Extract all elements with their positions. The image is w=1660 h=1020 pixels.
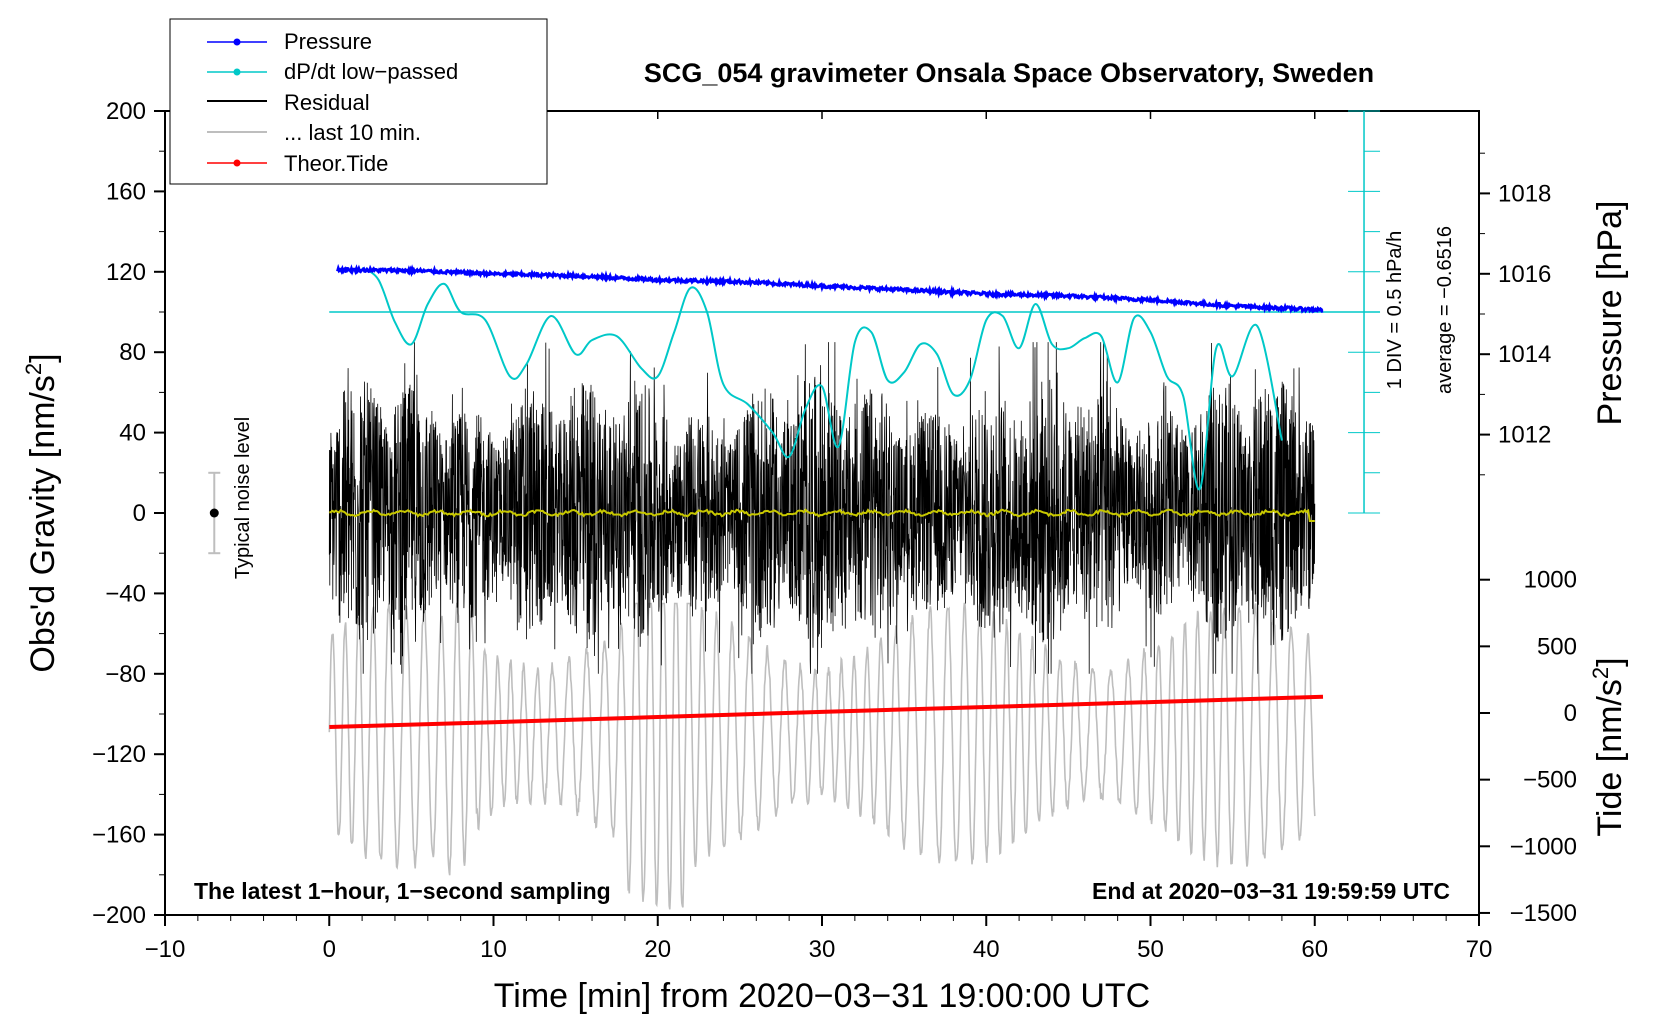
theoretical-tide-line [329,694,1324,729]
y-tick-label: 0 [133,500,146,527]
dpdt-average-text: average = −0.6516 [1434,226,1456,394]
tide-tick-label: 500 [1537,633,1577,660]
x-tick-label: 50 [1137,936,1164,963]
residual-line [328,342,1316,674]
tide-tick-label: 0 [1564,700,1577,727]
dpdt-scale-text: 1 DIV = 0.5 hPa/h [1384,231,1406,389]
tide-tick-label: −1000 [1510,833,1577,860]
axes-layer: −10 0 10 20 30 40 50 60 70 200 160 120 80 40 0 −40 −80 −1… [92,98,1577,963]
x-axis-title: Time [min] from 2020−03−31 19:00:00 UTC [494,977,1150,1015]
pressure-tick-label: 1018 [1498,180,1551,207]
x-tick-label: 20 [644,936,671,963]
noise-bar-dot [209,508,219,518]
series-layer [328,263,1381,910]
legend-marker-dpdt [233,68,241,76]
legend-label-residual: Residual [284,90,370,115]
y-tick-label: 200 [106,98,146,125]
x-tick-label: 60 [1301,936,1328,963]
pressure-tick-label: 1012 [1498,422,1551,449]
y-tick-label: −160 [92,822,146,849]
pressure-tick-label: 1014 [1498,341,1551,368]
y-tick-label: 120 [106,259,146,286]
x-tick-label: −10 [145,936,186,963]
y-axis-title-gravity: Obs'd Gravity [nm/s2] [21,353,62,672]
y-tick-label: −80 [105,661,146,688]
legend-label-last10: ... last 10 min. [284,120,421,145]
legend-marker-pressure [233,38,241,46]
y-tick-label: −200 [92,902,146,929]
chart-title: SCG_054 gravimeter Onsala Space Observat… [644,58,1374,88]
legend-label-tide: Theor.Tide [284,151,388,176]
tide-tick-label: −1500 [1510,900,1577,927]
y-axis-title-pressure: Pressure [hPa] [1591,201,1629,426]
y-tick-label: −120 [92,741,146,768]
legend: Pressure dP/dt low−passed Residual ... l… [169,18,548,185]
legend-label-dpdt: dP/dt low−passed [284,59,458,84]
pressure-tick-label: 1016 [1498,261,1551,288]
pressure-line [336,263,1324,314]
annotation-end-time: End at 2020−03−31 19:59:59 UTC [1092,878,1450,904]
y-tick-label: 40 [119,420,146,447]
tide-tick-label: 1000 [1524,567,1577,594]
y-tick-label: 80 [119,339,146,366]
x-tick-label: 70 [1466,936,1493,963]
y-axis-title-tide: Tide [nm/s2] [1588,657,1629,836]
annotation-sampling: The latest 1−hour, 1−second sampling [194,878,611,904]
dpdt-lowpassed-line [361,266,1283,490]
y-tick-label: −40 [105,580,146,607]
y-tick-label: 160 [106,178,146,205]
last-10-min-line [328,602,1316,910]
tide-tick-label: −500 [1523,767,1577,794]
x-tick-label: 30 [809,936,836,963]
noise-level-label: Typical noise level [232,417,254,579]
legend-marker-tide [233,159,241,167]
legend-label-pressure: Pressure [284,29,372,54]
x-tick-label: 10 [480,936,507,963]
x-tick-label: 40 [973,936,1000,963]
mean-residual-line [329,508,1315,522]
x-tick-label: 0 [323,936,336,963]
